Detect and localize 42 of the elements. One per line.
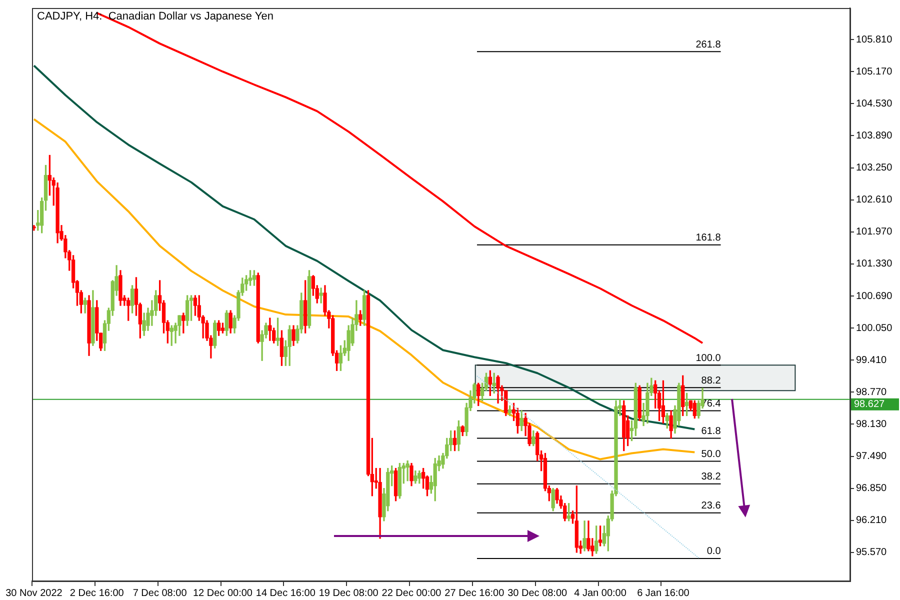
x-tick-label: 30 Dec 08:00 xyxy=(508,588,568,599)
annotation: 88.2 xyxy=(701,375,722,386)
y-tick-label: 96.210 xyxy=(856,515,888,526)
y-tick-label: 99.410 xyxy=(856,354,888,366)
y-tick-label: 98.770 xyxy=(856,386,888,398)
y-tick-label: 105.170 xyxy=(856,66,893,78)
candlestick xyxy=(406,460,410,482)
y-tick-label: 102.610 xyxy=(856,194,893,206)
chart-title: CADJPY, H4: Canadian Dollar vs Japanese Yen xyxy=(37,10,274,23)
y-tick-label: 95.570 xyxy=(856,547,888,558)
x-tick-label: 2 Dec 16:00 xyxy=(70,588,124,599)
x-tick-label: 19 Dec 08:00 xyxy=(318,588,379,599)
y-tick-label: 98.130 xyxy=(856,418,888,430)
candlestick xyxy=(319,288,323,304)
x-tick-label: 14 Dec 16:00 xyxy=(256,588,316,599)
y-tick-label: 100.690 xyxy=(856,290,893,302)
annotation: 38.2 xyxy=(701,472,722,483)
annotation: 100.0 xyxy=(696,352,722,364)
y-tick-label: 101.970 xyxy=(856,226,893,238)
annotation: 61.8 xyxy=(701,426,722,437)
x-tick-label: 27 Dec 16:00 xyxy=(444,588,505,599)
x-tick-label: 4 Jan 00:00 xyxy=(574,588,627,599)
annotation: 50.0 xyxy=(701,449,722,460)
y-tick-label: 100.050 xyxy=(856,322,893,334)
y-tick-label: 97.490 xyxy=(856,451,888,462)
y-tick-label: 103.250 xyxy=(856,162,893,174)
y-tick-label: 103.890 xyxy=(856,130,893,142)
y-tick-label: 105.810 xyxy=(856,34,893,46)
y-tick-label: 101.330 xyxy=(856,258,893,270)
annotation: 161.8 xyxy=(696,232,722,244)
x-tick-label: 7 Dec 08:00 xyxy=(132,588,188,599)
x-tick-label: 22 Dec 00:00 xyxy=(382,588,442,599)
y-tick-label: 104.530 xyxy=(856,98,893,110)
ref-line-label: 98.627 xyxy=(854,399,886,410)
annotation: 0.0 xyxy=(706,546,722,558)
annotation: 261.8 xyxy=(696,39,722,50)
x-tick-label: 30 Nov 2022 xyxy=(6,588,63,599)
x-tick-label: 12 Dec 00:00 xyxy=(192,588,253,599)
annotation: 23.6 xyxy=(701,500,722,512)
y-tick-label: 96.850 xyxy=(856,483,888,494)
x-tick-label: 6 Jan 16:00 xyxy=(637,588,690,599)
candlestick xyxy=(268,318,272,341)
